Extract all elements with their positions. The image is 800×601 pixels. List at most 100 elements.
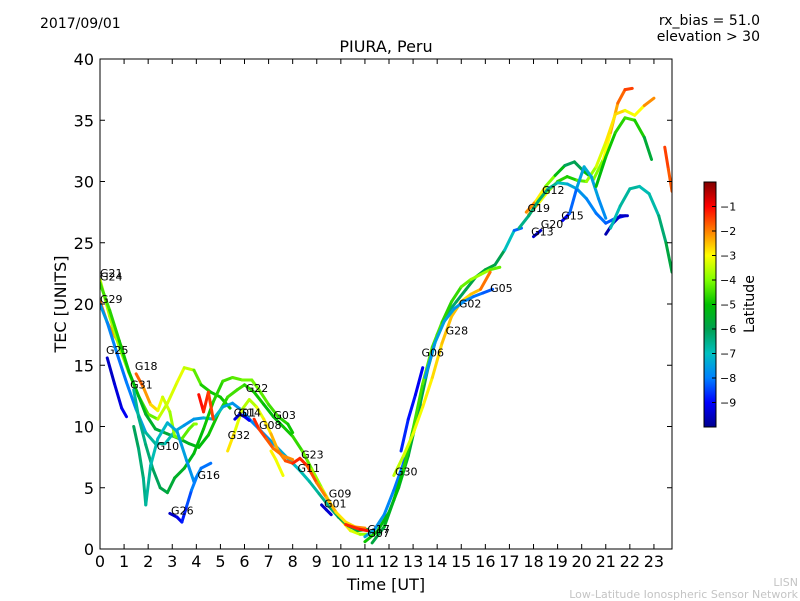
series-segment <box>247 398 259 409</box>
series-segment <box>527 199 540 218</box>
axes: 0 1 2 3 4 5 6 7 8 9 10 11 12 13 14 15 16 17 18 19 20 21 22 2305… <box>74 50 672 571</box>
series-8 <box>168 476 198 524</box>
series-segment <box>563 160 576 168</box>
series-segment <box>281 425 295 438</box>
colorbar-label: Latitude <box>742 275 758 333</box>
series-segment <box>471 291 485 299</box>
series-segment <box>623 116 637 122</box>
series-segment <box>421 376 434 409</box>
series-segment <box>532 229 543 239</box>
series-segment <box>373 513 386 531</box>
series-segment <box>190 476 198 492</box>
x-tick-label: 3 <box>167 552 177 571</box>
colorbar-tick-label: −8 <box>720 372 736 385</box>
series-segment <box>124 380 138 411</box>
series-segment <box>452 300 466 311</box>
x-tick-label: 10 <box>331 552 351 571</box>
series-segment <box>100 281 112 312</box>
series-segment <box>151 467 162 490</box>
series-segment <box>597 197 608 220</box>
series-segment <box>264 437 275 451</box>
series-segment <box>141 385 153 406</box>
x-tick-label: 16 <box>475 552 495 571</box>
series-segment <box>633 104 646 117</box>
series-segment <box>604 131 617 159</box>
series-12 <box>252 417 295 462</box>
series-segment <box>317 492 331 508</box>
series-segment <box>488 265 502 272</box>
series-segment <box>327 504 340 519</box>
satellite-label: G11 <box>297 462 320 475</box>
series-segment <box>556 181 569 186</box>
series-segment <box>536 187 550 203</box>
series-segment <box>105 356 116 386</box>
series-segment <box>271 415 285 428</box>
series-segment <box>358 527 369 533</box>
colorbar-tick-label: −6 <box>720 323 736 336</box>
satellite-label: G14 <box>238 407 261 420</box>
x-tick-label: 11 <box>355 552 375 571</box>
series-segment <box>276 415 290 426</box>
series-segment <box>623 108 637 117</box>
series-segment <box>406 393 418 421</box>
series-segment <box>286 422 295 435</box>
x-tick-label: 5 <box>215 552 225 571</box>
x-tick-label: 18 <box>523 552 543 571</box>
series-segment <box>479 270 492 291</box>
series-segment <box>100 302 109 324</box>
x-tick-label: 13 <box>403 552 423 571</box>
series-17 <box>363 226 523 544</box>
series-segment <box>440 314 454 345</box>
series-23 <box>527 96 656 217</box>
x-tick-label: 15 <box>451 552 471 571</box>
series-segment <box>252 390 266 406</box>
series-segment <box>112 382 124 410</box>
series-segment <box>137 415 148 447</box>
series-20 <box>399 366 425 453</box>
series-segment <box>233 407 244 433</box>
x-tick-label: 21 <box>596 552 616 571</box>
series-segment <box>469 287 483 296</box>
series-segment <box>642 96 656 108</box>
series-segment <box>433 319 446 345</box>
series-segment <box>324 496 338 514</box>
series-segment <box>544 173 557 188</box>
series-segment <box>105 320 119 355</box>
series-segment <box>618 187 632 208</box>
series-segment <box>180 427 191 441</box>
colorbar-tick-label: −9 <box>720 397 736 410</box>
series-segment <box>382 488 396 517</box>
colorbar-tick-label: −7 <box>720 348 736 361</box>
footer-network-name: Low-Latitude Ionospheric Sensor Network <box>569 588 798 601</box>
series-segment <box>144 464 153 507</box>
series-segment <box>556 175 569 183</box>
series-segment <box>165 380 179 405</box>
series-segment <box>182 451 196 470</box>
x-tick-label: 12 <box>379 552 399 571</box>
series-segment <box>594 211 608 225</box>
series-segment <box>663 145 670 171</box>
series-30 <box>663 145 672 193</box>
series-segment <box>628 184 641 191</box>
y-tick-label: 40 <box>74 50 94 69</box>
series-segment <box>609 204 622 230</box>
satellite-label: G13 <box>531 225 554 238</box>
rx-bias-label: rx_bias = 51.0 <box>658 13 760 29</box>
series-segment <box>243 383 256 394</box>
satellite-label: G30 <box>395 466 418 479</box>
series-segment <box>392 454 405 477</box>
series-segment <box>137 394 148 416</box>
series-segment <box>575 165 586 190</box>
series-segment <box>165 421 179 433</box>
y-tick-label: 20 <box>74 295 94 314</box>
series-28 <box>594 116 654 188</box>
series-segment <box>149 437 160 468</box>
satellite-labels: G21G24G29G25G18G31G10G26G16G22G32G01G14G… <box>100 184 584 540</box>
series-segment <box>315 481 328 500</box>
x-tick-label: 7 <box>263 552 273 571</box>
series-segment <box>666 167 672 193</box>
colorbar-tick-label: −2 <box>720 225 736 238</box>
series-segment <box>134 372 145 389</box>
series-segment <box>120 406 128 419</box>
series-segment <box>546 181 560 191</box>
